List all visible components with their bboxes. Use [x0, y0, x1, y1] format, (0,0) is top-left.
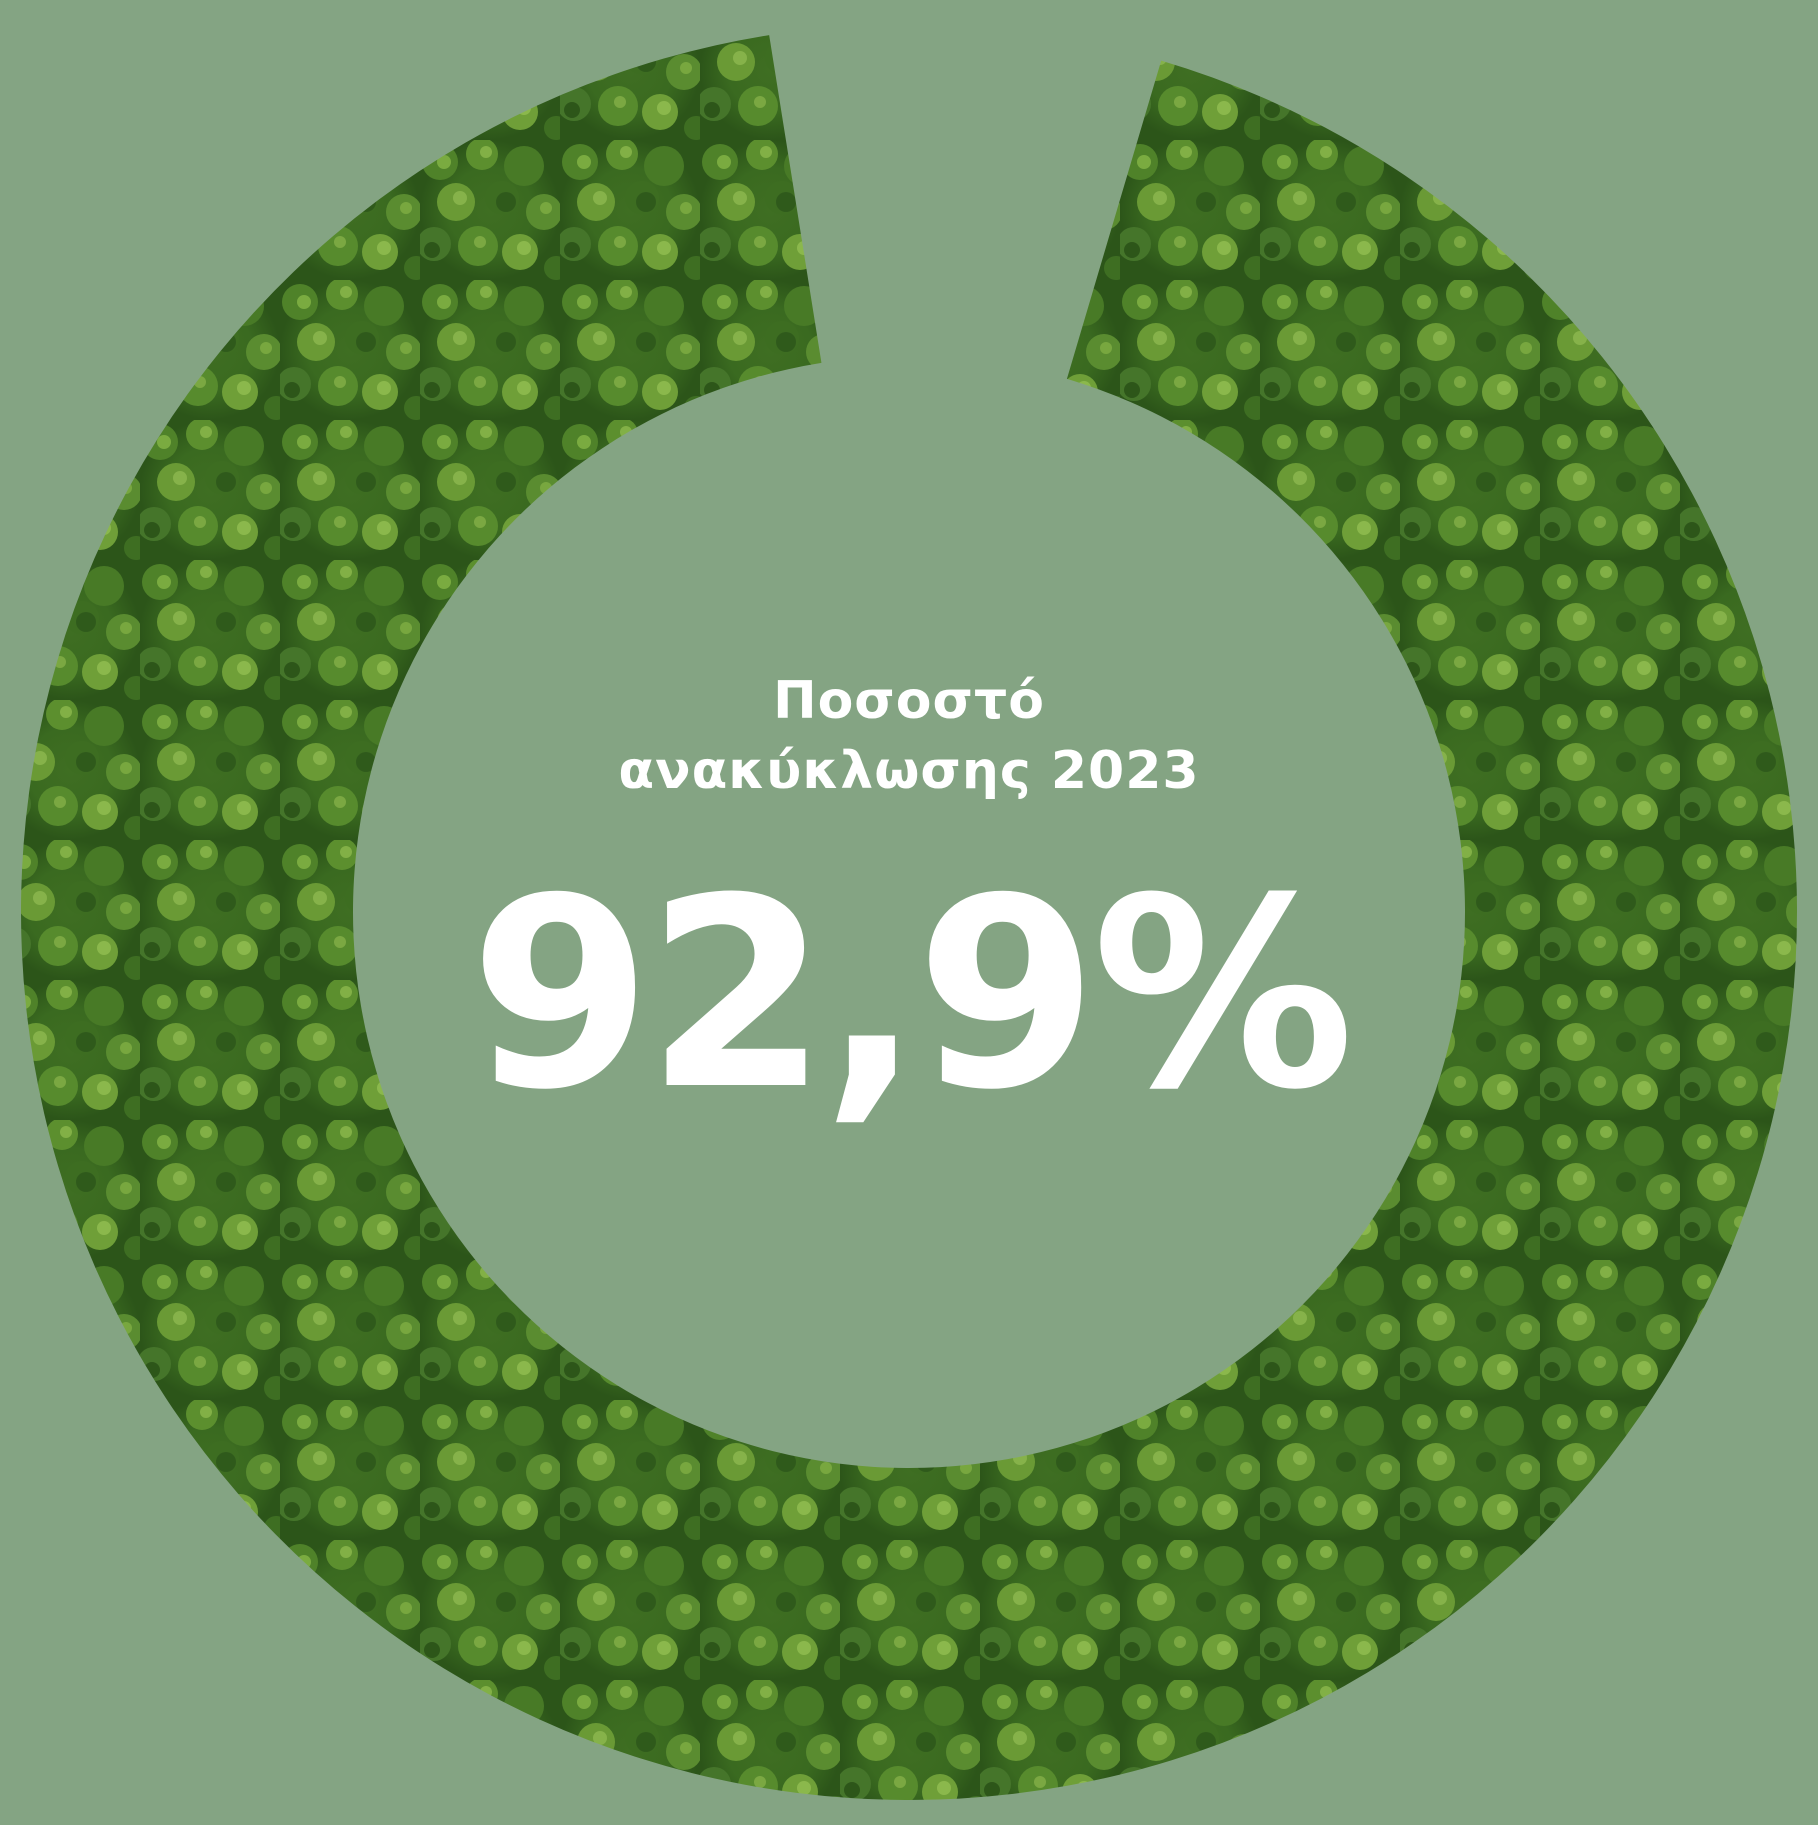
recycling-rate-value: 92,9% [469, 842, 1355, 1147]
donut-slices [20, 35, 1797, 1801]
chart-title-line-2: ανακύκλωσης 2023 [618, 741, 1200, 801]
donut-slice-recycled [20, 35, 1797, 1801]
chart-title-line-1: Ποσοστό [773, 671, 1045, 731]
